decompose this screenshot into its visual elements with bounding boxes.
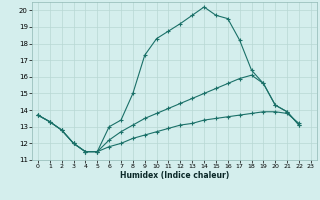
X-axis label: Humidex (Indice chaleur): Humidex (Indice chaleur): [120, 171, 229, 180]
